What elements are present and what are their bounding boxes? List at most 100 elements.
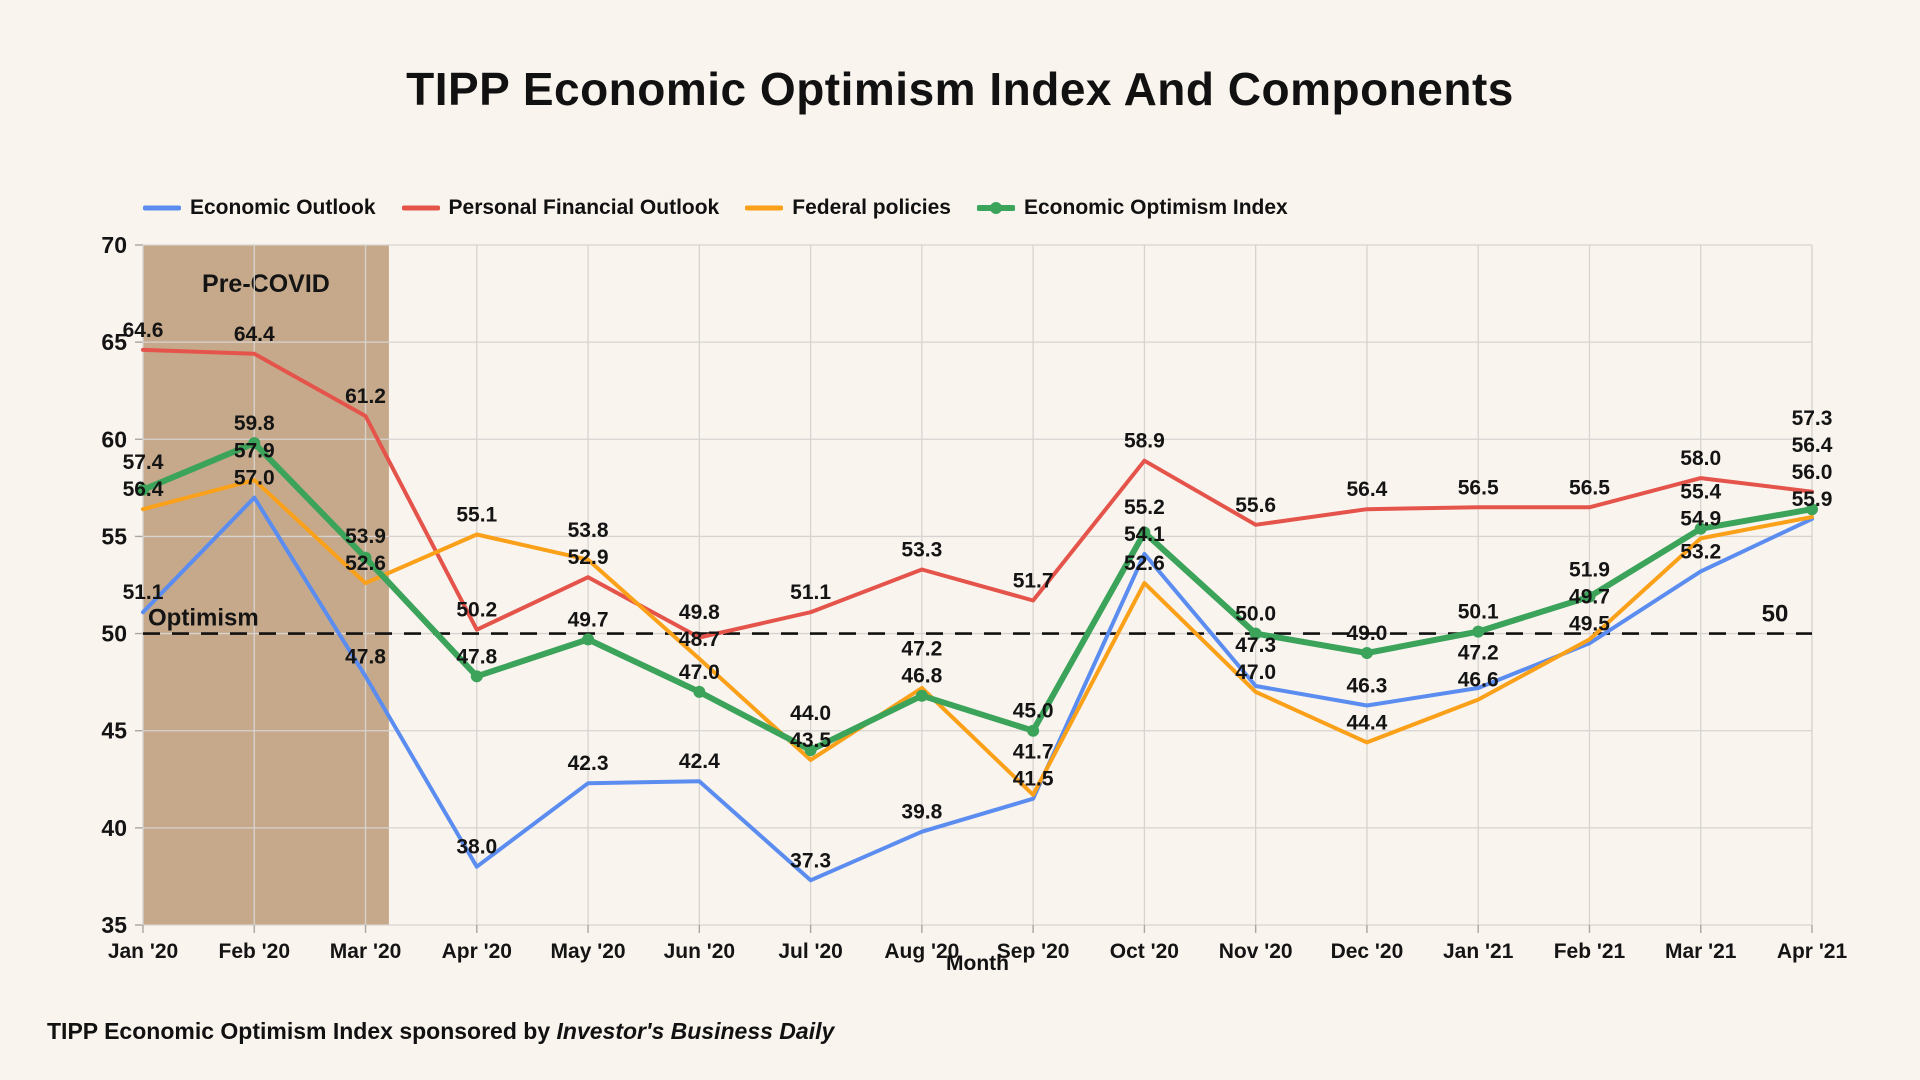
y-tick-label: 50 (101, 621, 127, 647)
legend-item-personal-financial-outlook: Personal Financial Outlook (401, 196, 720, 220)
series-marker-economic-optimism-index (470, 670, 483, 683)
data-label-economic-optimism-index: 49.0 (1346, 622, 1387, 645)
data-label-economic-outlook: 38.0 (456, 836, 497, 859)
x-tick-label: Jan '20 (108, 940, 178, 963)
data-label-economic-optimism-index: 44.0 (790, 702, 831, 725)
series-marker-economic-optimism-index (248, 437, 261, 450)
series-marker-economic-optimism-index (915, 689, 928, 702)
legend-label: Federal policies (792, 196, 951, 219)
data-label-federal-policies: 57.9 (234, 440, 275, 463)
data-label-personal-financial-outlook: 56.4 (1346, 478, 1387, 501)
legend-label: Personal Financial Outlook (448, 196, 720, 219)
series-marker-economic-optimism-index (359, 551, 372, 564)
data-label-personal-financial-outlook: 56.5 (1569, 476, 1610, 499)
data-label-economic-optimism-index: 45.0 (1013, 700, 1054, 723)
y-tick-label: 40 (101, 815, 127, 841)
data-label-economic-optimism-index: 46.8 (901, 665, 942, 688)
data-label-economic-outlook: 39.8 (901, 801, 942, 824)
data-label-federal-policies: 48.7 (679, 628, 720, 651)
series-line-personal-financial-outlook (141, 347, 1814, 640)
series-line-economic-optimism-index (140, 440, 1815, 754)
footer-source: Investor's Business Daily (556, 1018, 835, 1044)
data-label-personal-financial-outlook: 51.1 (790, 581, 831, 604)
x-tick-label: Apr '20 (442, 940, 512, 963)
series-marker-economic-optimism-index (1583, 590, 1596, 603)
data-label-economic-optimism-index: 50.0 (1235, 603, 1276, 626)
footer-text: TIPP Economic Optimism Index sponsored b… (47, 1018, 557, 1044)
data-label-personal-financial-outlook: 49.8 (679, 601, 720, 624)
data-label-economic-optimism-index: 55.4 (1680, 480, 1721, 503)
data-label-economic-outlook: 57.0 (234, 467, 275, 490)
x-tick-label: Jun '20 (664, 940, 736, 963)
chart-title: TIPP Economic Optimism Index And Compone… (406, 63, 1514, 115)
series-line-economic-outlook (141, 495, 1814, 883)
series-marker-economic-optimism-index (1249, 627, 1262, 640)
data-label-federal-policies: 54.9 (1680, 507, 1721, 530)
footer-note: TIPP Economic Optimism Index sponsored b… (47, 1018, 834, 1045)
legend-item-federal-policies: Federal policies (745, 196, 951, 220)
series-marker-economic-optimism-index (1694, 522, 1707, 535)
data-label-economic-outlook: 54.1 (1124, 523, 1165, 546)
data-label-economic-optimism-index: 51.9 (1569, 558, 1610, 581)
data-label-federal-policies: 56.0 (1792, 461, 1833, 484)
data-label-personal-financial-outlook: 55.6 (1235, 494, 1276, 517)
y-tick-label: 65 (101, 329, 127, 355)
data-label-federal-policies: 44.4 (1346, 711, 1387, 734)
series-marker-economic-optimism-index (1138, 526, 1151, 539)
series-marker-economic-optimism-index (582, 633, 595, 646)
data-label-personal-financial-outlook: 50.2 (456, 599, 497, 622)
data-label-federal-policies: 49.7 (1569, 585, 1610, 608)
x-tick-label: Dec '20 (1331, 940, 1404, 963)
data-label-economic-outlook: 49.5 (1569, 612, 1610, 635)
x-tick-label: Jan '21 (1443, 940, 1514, 963)
data-label-economic-optimism-index: 50.1 (1458, 601, 1499, 624)
legend-label: Economic Optimism Index (1023, 196, 1288, 219)
data-label-economic-optimism-index: 56.4 (1792, 434, 1833, 457)
x-tick-label: Oct '20 (1110, 940, 1179, 963)
chart-legend: Economic Outlook Personal Financial Outlo… (143, 196, 1288, 220)
data-label-federal-policies: 47.2 (901, 638, 942, 661)
data-label-economic-outlook: 47.8 (345, 645, 386, 668)
reference-value-label: 50 (1762, 601, 1789, 628)
x-axis-title: Month (946, 952, 1009, 975)
data-label-economic-outlook: 46.3 (1346, 674, 1387, 697)
y-tick-label: 35 (101, 912, 127, 938)
legend-swatch-personal-financial-outlook (401, 205, 440, 211)
y-tick-label: 70 (101, 232, 127, 258)
data-label-personal-financial-outlook: 52.9 (568, 546, 609, 569)
data-label-economic-optimism-index: 47.8 (456, 645, 497, 668)
data-label-personal-financial-outlook: 58.0 (1680, 447, 1721, 470)
data-label-economic-outlook: 42.4 (679, 750, 720, 773)
x-tick-label: Apr '21 (1777, 940, 1848, 963)
data-label-personal-financial-outlook: 51.7 (1013, 570, 1054, 593)
y-tick-label: 45 (101, 718, 127, 744)
data-label-federal-policies: 53.8 (568, 519, 609, 542)
series-marker-economic-optimism-index (137, 483, 149, 496)
y-tick-label: 60 (101, 426, 127, 452)
legend-item-economic-outlook: Economic Outlook (143, 196, 376, 220)
pre-covid-band-label: Pre-COVID (202, 270, 330, 298)
x-tick-label: Feb '20 (219, 940, 291, 963)
data-label-federal-policies: 55.1 (456, 503, 497, 526)
data-label-federal-policies: 56.4 (123, 478, 164, 501)
legend-swatch-federal-policies (745, 205, 784, 211)
x-tick-label: Nov '20 (1219, 940, 1293, 963)
x-tick-label: Sep '20 (997, 940, 1070, 963)
legend-swatch-economic-outlook (143, 205, 181, 211)
series-marker-economic-optimism-index (1472, 625, 1485, 638)
data-label-economic-outlook: 53.2 (1680, 540, 1721, 563)
data-label-federal-policies: 46.6 (1458, 669, 1499, 692)
data-label-personal-financial-outlook: 57.3 (1792, 407, 1833, 430)
data-label-personal-financial-outlook: 58.9 (1124, 430, 1165, 453)
x-tick-label: Mar '20 (330, 940, 402, 963)
x-tick-label: Feb '21 (1554, 940, 1626, 963)
data-label-federal-policies: 43.5 (790, 729, 831, 752)
x-tick-label: May '20 (551, 940, 626, 963)
data-label-economic-optimism-index: 59.8 (234, 412, 275, 435)
data-label-economic-outlook: 55.9 (1792, 488, 1833, 511)
series-marker-economic-optimism-index (1806, 503, 1818, 516)
data-label-personal-financial-outlook: 61.2 (345, 385, 386, 408)
data-label-economic-outlook: 42.3 (568, 752, 609, 775)
series-marker-economic-optimism-index (1360, 647, 1373, 659)
